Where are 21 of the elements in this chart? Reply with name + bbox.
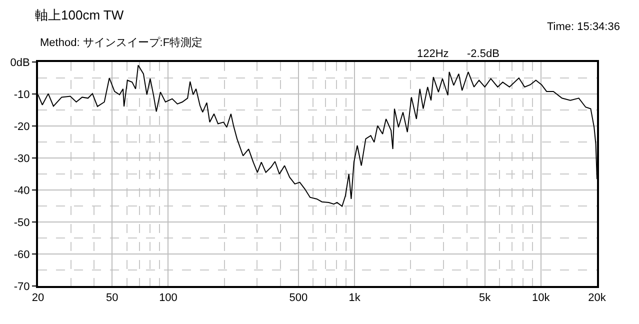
x-tick-label: 1k xyxy=(348,292,361,304)
chart-title: 軸上100cm TW xyxy=(35,8,124,23)
text: Time: 15:34:36 xyxy=(547,21,620,33)
text: Method: サインスイープ:F特測定 xyxy=(40,36,203,49)
y-tick-label: -10 xyxy=(14,88,30,101)
text: 122Hz xyxy=(417,48,449,60)
x-tick-label: 10k xyxy=(532,292,550,304)
x-tick-label: 500 xyxy=(289,292,308,304)
y-tick-label: -60 xyxy=(14,248,30,261)
y-tick-label: -20 xyxy=(14,120,30,133)
x-tick-label: 20 xyxy=(32,292,44,304)
y-tick-label: -40 xyxy=(14,184,30,197)
x-tick-label: 20k xyxy=(588,292,606,304)
y-tick-label: -30 xyxy=(14,152,30,165)
x-tick-label: 50 xyxy=(106,292,118,304)
text: -2.5dB xyxy=(467,48,500,60)
y-tick-label: 0dB xyxy=(10,56,30,69)
y-tick-label: -70 xyxy=(14,280,30,293)
x-tick-label: 5k xyxy=(479,292,492,304)
y-tick-label: -50 xyxy=(14,216,30,229)
x-tick-label: 100 xyxy=(159,292,178,304)
